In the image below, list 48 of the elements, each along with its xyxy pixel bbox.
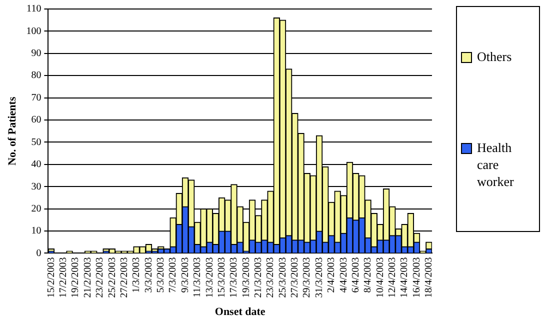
x-tick-label: 3/3/2003 <box>143 257 154 293</box>
y-tick-label: 80 <box>31 70 42 82</box>
y-tick-label: 70 <box>31 92 42 104</box>
y-tick-label: 20 <box>31 203 42 214</box>
x-tick-label: 21/2/2003 <box>82 257 94 298</box>
x-tick-label: 31/3/2003 <box>314 257 325 298</box>
y-tick-label: 50 <box>31 136 42 148</box>
x-tick-label: 13/3/2003 <box>204 257 216 298</box>
x-tick-label: 27/3/2003 <box>290 257 301 298</box>
x-tick-label: 18/4/2003 <box>424 257 435 298</box>
x-tick-label: 17/2/2003 <box>58 257 70 298</box>
y-tick-label: 0 <box>36 248 42 259</box>
x-tick-label: 21/3/2003 <box>252 257 264 298</box>
legend-label: Others <box>477 48 512 65</box>
y-tick-label: 110 <box>26 4 42 15</box>
x-tick-label: 4/4/2003 <box>338 257 350 293</box>
y-tick-label: 40 <box>31 159 42 170</box>
x-axis-title: Onset date <box>214 306 266 318</box>
x-tick-label: 17/3/2003 <box>228 257 240 298</box>
x-tick-label: 5/3/2003 <box>156 257 167 293</box>
y-tick-label: 10 <box>31 226 42 237</box>
x-tick-label: 12/4/2003 <box>387 257 398 298</box>
x-tick-label: 27/2/2003 <box>118 257 130 298</box>
y-axis-title: No. of Patients <box>6 96 18 166</box>
x-tick-label: 29/3/2003 <box>302 257 313 298</box>
x-tick-label: 15/3/2003 <box>216 257 228 298</box>
legend-label: Health care worker <box>477 139 515 190</box>
x-tick-label: 23/3/2003 <box>265 257 276 298</box>
x-tick-label: 2/4/2003 <box>326 257 338 293</box>
x-tick-label: 25/3/2003 <box>277 257 288 298</box>
y-tick-label: 100 <box>26 26 42 37</box>
x-tick-label: 25/2/2003 <box>106 257 118 298</box>
x-tick-label: 10/4/2003 <box>374 257 386 298</box>
x-tick-label: 9/3/2003 <box>180 257 191 293</box>
x-tick-label: 6/4/2003 <box>350 257 362 293</box>
y-tick-label: 90 <box>31 48 42 60</box>
x-tick-label: 8/4/2003 <box>362 257 374 293</box>
y-tick-label: 60 <box>31 114 42 126</box>
x-tick-label: 1/3/2003 <box>131 257 142 293</box>
x-tick-label: 14/4/2003 <box>399 257 410 298</box>
x-tick-label: 23/2/2003 <box>94 257 106 298</box>
x-tick-label: 19/2/2003 <box>70 257 82 298</box>
x-tick-label: 19/3/2003 <box>240 257 252 298</box>
x-tick-label: 15/2/2003 <box>46 257 57 298</box>
x-tick-label: 11/3/2003 <box>192 257 204 298</box>
y-tick-label: 30 <box>31 181 42 192</box>
x-tick-label: 7/3/2003 <box>168 257 179 293</box>
x-tick-label: 16/4/2003 <box>411 257 422 298</box>
